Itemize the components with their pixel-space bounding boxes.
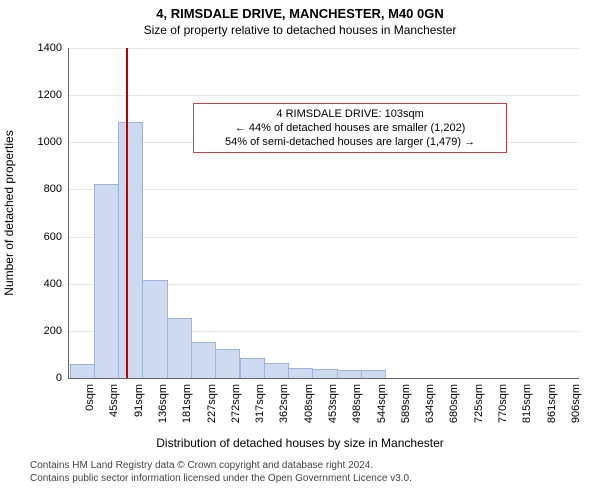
histogram-bar bbox=[337, 370, 362, 378]
footer-line2: Contains public sector information licen… bbox=[30, 473, 600, 486]
histogram-bar bbox=[167, 318, 192, 378]
x-tick-label: 362sqm bbox=[278, 384, 290, 423]
annotation-line: ← 44% of detached houses are smaller (1,… bbox=[200, 121, 500, 135]
x-tick-label: 227sqm bbox=[206, 384, 218, 423]
x-tick-label: 680sqm bbox=[448, 384, 460, 423]
x-tick-label: 634sqm bbox=[424, 384, 436, 423]
histogram-bar bbox=[215, 349, 240, 378]
histogram-bar bbox=[361, 370, 386, 378]
x-tick-label: 181sqm bbox=[181, 384, 193, 423]
y-tick-label: 200 bbox=[26, 325, 62, 337]
annotation-line: 54% of semi-detached houses are larger (… bbox=[200, 135, 500, 149]
y-tick-label: 0 bbox=[26, 372, 62, 384]
x-tick-label: 453sqm bbox=[327, 384, 339, 423]
histogram-bar bbox=[142, 280, 167, 378]
footer-attribution: Contains HM Land Registry data © Crown c… bbox=[30, 460, 600, 485]
x-tick-label: 725sqm bbox=[473, 384, 485, 423]
histogram-bar bbox=[312, 369, 337, 378]
histogram-bar bbox=[240, 358, 265, 378]
gridline bbox=[69, 237, 579, 238]
x-tick-label: 136sqm bbox=[157, 384, 169, 423]
x-tick-label: 589sqm bbox=[400, 384, 412, 423]
histogram-bar bbox=[191, 342, 216, 378]
x-tick-label: 45sqm bbox=[108, 384, 120, 417]
y-tick-label: 400 bbox=[26, 278, 62, 290]
y-axis-label: Number of detached properties bbox=[2, 130, 16, 295]
x-axis-label: Distribution of detached houses by size … bbox=[0, 436, 600, 450]
x-tick-label: 861sqm bbox=[546, 384, 558, 423]
chart-container: 4, RIMSDALE DRIVE, MANCHESTER, M40 0GN S… bbox=[0, 0, 600, 500]
histogram-bar bbox=[264, 363, 289, 378]
histogram-bar bbox=[70, 364, 95, 378]
y-tick-label: 800 bbox=[26, 183, 62, 195]
y-tick-label: 600 bbox=[26, 231, 62, 243]
x-tick-label: 906sqm bbox=[570, 384, 582, 423]
chart-title: 4, RIMSDALE DRIVE, MANCHESTER, M40 0GN bbox=[0, 0, 600, 21]
histogram-bar bbox=[288, 368, 313, 378]
subject-property-marker bbox=[126, 48, 128, 378]
histogram-bar bbox=[94, 184, 119, 378]
x-tick-label: 544sqm bbox=[376, 384, 388, 423]
x-tick-label: 91sqm bbox=[133, 384, 145, 417]
annotation-line: 4 RIMSDALE DRIVE: 103sqm bbox=[200, 107, 500, 121]
x-tick-label: 317sqm bbox=[254, 384, 266, 423]
x-tick-label: 272sqm bbox=[230, 384, 242, 423]
plot-area: 4 RIMSDALE DRIVE: 103sqm← 44% of detache… bbox=[68, 48, 579, 379]
x-tick-label: 815sqm bbox=[521, 384, 533, 423]
y-tick-label: 1000 bbox=[26, 136, 62, 148]
gridline bbox=[69, 48, 579, 49]
x-tick-label: 770sqm bbox=[497, 384, 509, 423]
y-tick-label: 1400 bbox=[26, 42, 62, 54]
histogram-bar bbox=[118, 122, 143, 378]
gridline bbox=[69, 95, 579, 96]
chart-subtitle: Size of property relative to detached ho… bbox=[0, 21, 600, 37]
x-tick-label: 498sqm bbox=[351, 384, 363, 423]
footer-line1: Contains HM Land Registry data © Crown c… bbox=[30, 460, 600, 473]
y-tick-label: 1200 bbox=[26, 89, 62, 101]
gridline bbox=[69, 189, 579, 190]
x-tick-label: 0sqm bbox=[84, 384, 96, 411]
x-tick-label: 408sqm bbox=[303, 384, 315, 423]
property-annotation: 4 RIMSDALE DRIVE: 103sqm← 44% of detache… bbox=[193, 103, 507, 154]
